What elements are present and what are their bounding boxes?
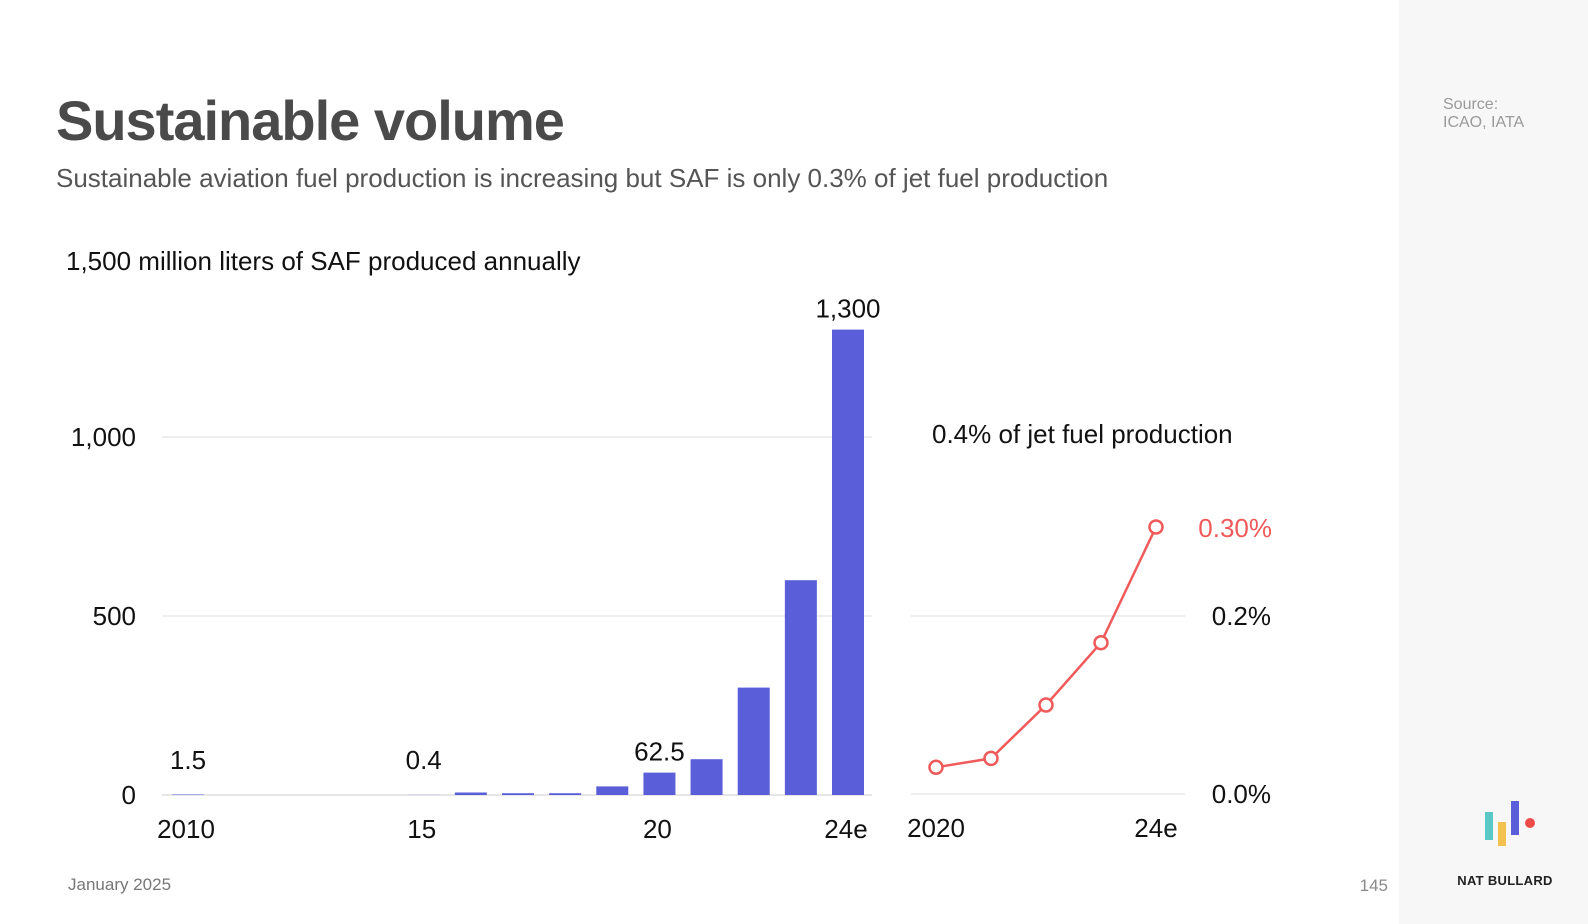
bar-x-tick-label: 15 bbox=[407, 814, 436, 844]
bar-2022 bbox=[737, 687, 770, 795]
bar-2020 bbox=[643, 772, 676, 795]
line-y-tick-label: 0.0% bbox=[1212, 779, 1271, 809]
bar-2023 bbox=[784, 580, 817, 795]
line-y-tick-label: 0.2% bbox=[1212, 601, 1271, 631]
bar-x-tick-label: 2010 bbox=[157, 814, 215, 844]
bar-data-label: 0.4 bbox=[406, 745, 442, 775]
source-value: ICAO, IATA bbox=[1443, 114, 1525, 131]
bar-2021 bbox=[690, 759, 723, 795]
bar-x-tick-label: 20 bbox=[643, 814, 672, 844]
bar-chart-title: 1,500 million liters of SAF produced ann… bbox=[66, 246, 581, 276]
line-x-tick-label: 2020 bbox=[907, 813, 965, 843]
source-note: Source: ICAO, IATA bbox=[1443, 96, 1524, 132]
bar-2024e bbox=[832, 329, 864, 795]
bar-x-tick-label: 24e bbox=[824, 814, 867, 844]
brand-name: NAT BULLARD bbox=[1457, 873, 1553, 888]
line-point-2023 bbox=[1093, 634, 1109, 651]
line-point-2022 bbox=[1038, 697, 1054, 713]
line-point-2024e bbox=[1148, 519, 1164, 535]
bar-y-tick-label: 1,000 bbox=[71, 422, 136, 452]
line-end-label: 0.30% bbox=[1198, 513, 1272, 543]
line-point-2021 bbox=[983, 750, 999, 767]
page-number: 145 bbox=[1359, 876, 1388, 895]
bar-2016 bbox=[454, 792, 487, 795]
bar-2010 bbox=[172, 794, 204, 795]
bar-data-label: 1.5 bbox=[170, 745, 206, 775]
line-chart-title: 0.4% of jet fuel production bbox=[932, 419, 1233, 449]
page-title: Sustainable volume bbox=[56, 89, 565, 152]
source-label: Source: bbox=[1443, 96, 1499, 113]
chart-canvas: 1,500 million liters of SAF produced ann… bbox=[66, 246, 1272, 844]
footer-date: January 2025 bbox=[68, 875, 172, 894]
line-series-saf-share bbox=[935, 526, 1158, 769]
page-subtitle: Sustainable aviation fuel production is … bbox=[56, 163, 1109, 193]
bar-data-label: 1,300 bbox=[815, 294, 880, 324]
line-point-2020 bbox=[928, 759, 944, 776]
slide-sidebar bbox=[1399, 0, 1588, 924]
bar-data-label: 62.5 bbox=[634, 737, 685, 767]
bar-y-tick-label: 500 bbox=[93, 601, 136, 631]
bar-2019 bbox=[596, 786, 629, 795]
bar-2017 bbox=[502, 793, 534, 795]
brand-logo-icon bbox=[1485, 801, 1535, 846]
line-x-tick-label: 24e bbox=[1134, 813, 1177, 843]
bar-y-tick-label: 0 bbox=[122, 780, 136, 810]
bar-2018 bbox=[549, 793, 582, 795]
